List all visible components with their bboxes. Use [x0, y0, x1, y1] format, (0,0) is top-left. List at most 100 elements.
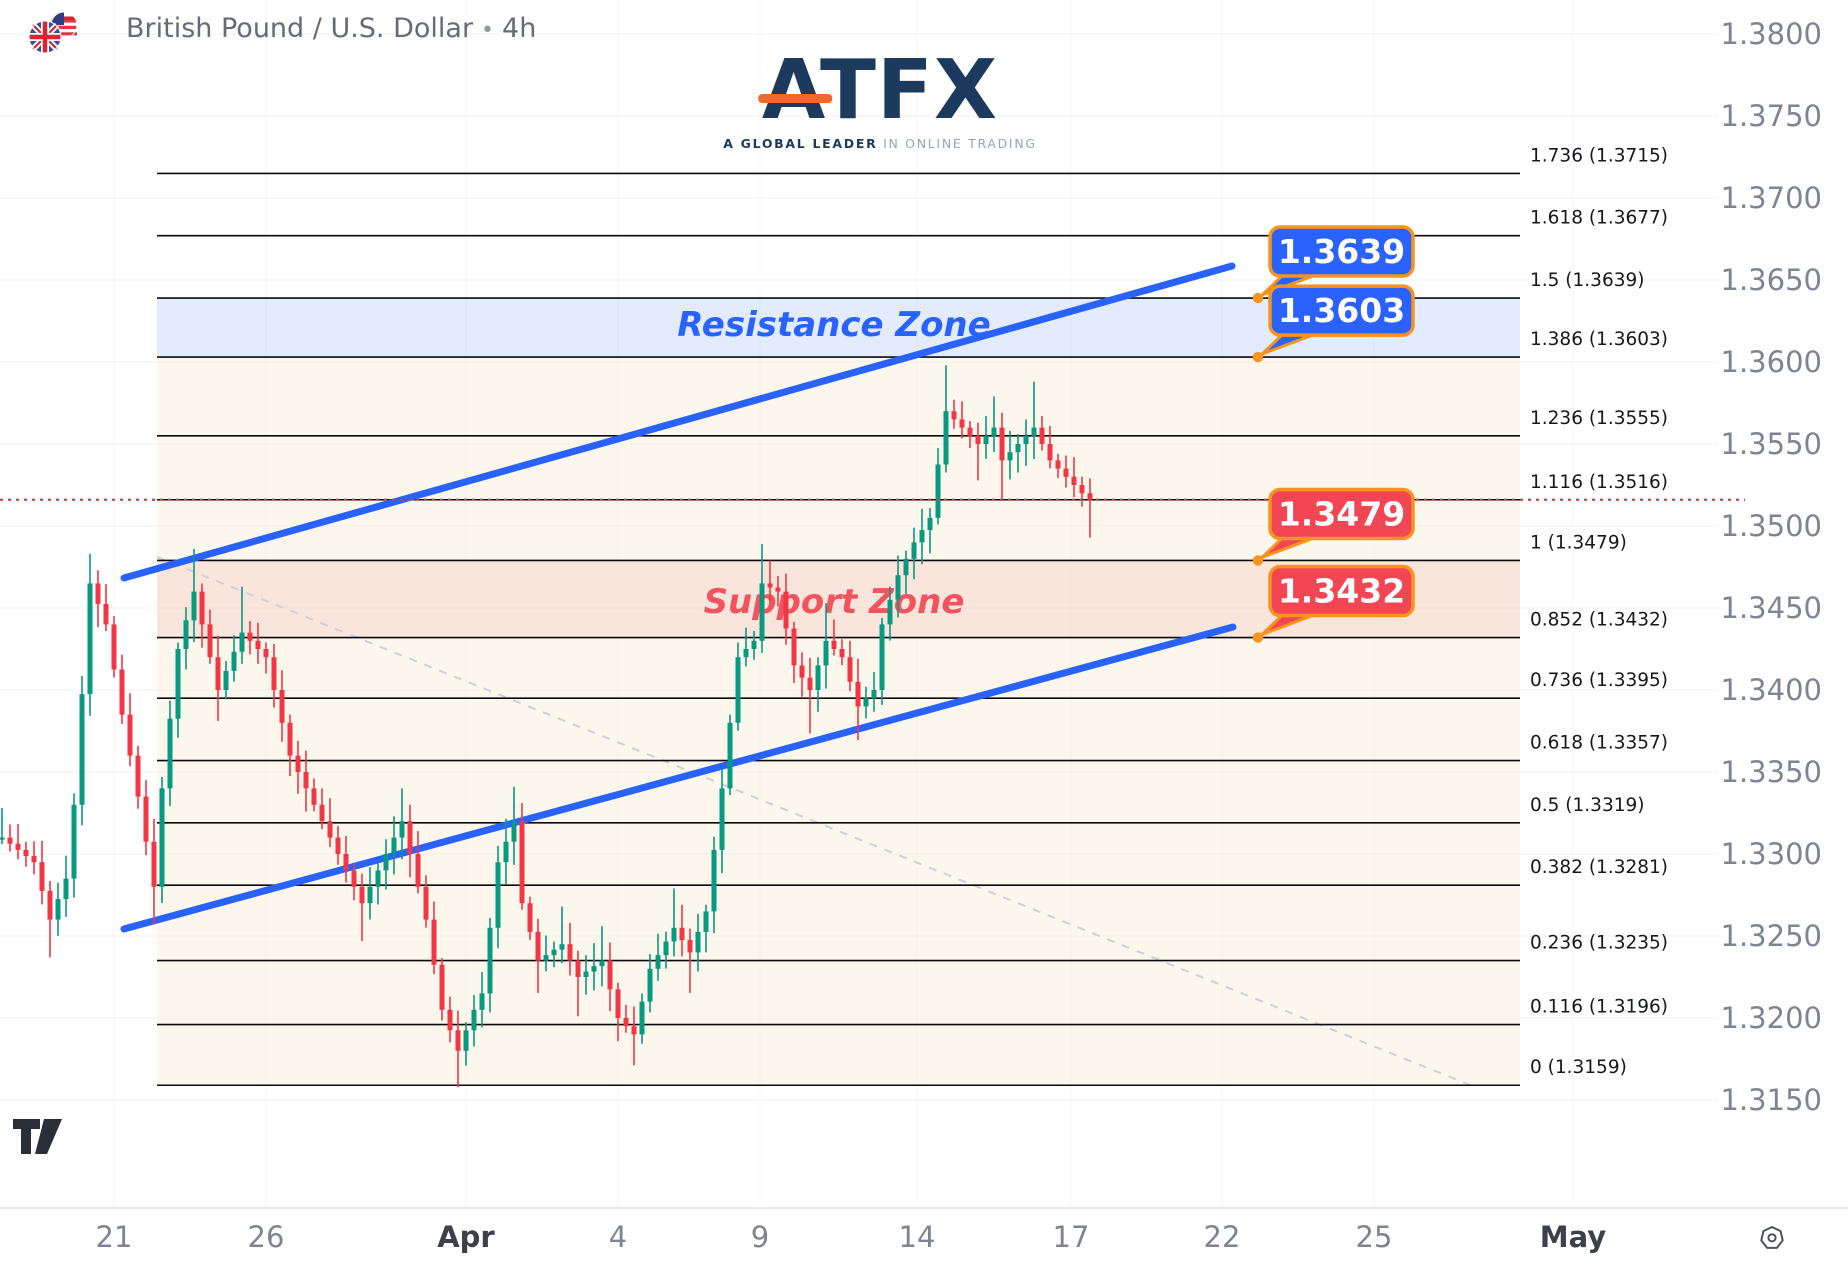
candle-body[interactable]	[919, 530, 925, 543]
candle-body[interactable]	[431, 919, 437, 965]
candle-body[interactable]	[695, 931, 701, 953]
candle-body[interactable]	[479, 993, 485, 1010]
gear-icon[interactable]	[1757, 1223, 1787, 1253]
candle-body[interactable]	[799, 665, 805, 678]
candle-body[interactable]	[159, 788, 165, 887]
candle-body[interactable]	[1087, 493, 1093, 500]
candle-body[interactable]	[575, 960, 581, 977]
candle-body[interactable]	[311, 788, 317, 805]
candle-body[interactable]	[775, 587, 781, 592]
candle-body[interactable]	[455, 1030, 461, 1051]
price-tick[interactable]: 1.3300	[1721, 837, 1822, 871]
candle-body[interactable]	[463, 1030, 469, 1051]
candle-body[interactable]	[367, 886, 373, 904]
candle-body[interactable]	[623, 1018, 629, 1027]
price-tick[interactable]: 1.3350	[1721, 755, 1822, 789]
candle-body[interactable]	[271, 657, 277, 690]
candle-body[interactable]	[63, 878, 69, 900]
candle-body[interactable]	[31, 856, 37, 863]
candle-body[interactable]	[0, 837, 5, 840]
candle-body[interactable]	[143, 796, 149, 842]
candle-body[interactable]	[167, 718, 173, 789]
candle-body[interactable]	[879, 624, 885, 690]
candle-body[interactable]	[407, 821, 413, 854]
price-tick[interactable]: 1.3150	[1721, 1083, 1822, 1117]
price-tick[interactable]: 1.3550	[1721, 427, 1822, 461]
bubble-anchor-dot[interactable]	[1252, 632, 1264, 643]
candle-body[interactable]	[807, 677, 813, 690]
price-tick[interactable]: 1.3700	[1721, 181, 1822, 215]
candle-body[interactable]	[863, 698, 869, 707]
candle-body[interactable]	[151, 841, 157, 887]
candle-body[interactable]	[255, 640, 261, 649]
candle-body[interactable]	[71, 804, 77, 879]
symbol-name[interactable]: British Pound / U.S. Dollar	[126, 13, 474, 44]
candle-body[interactable]	[887, 599, 893, 625]
candle-body[interactable]	[103, 603, 109, 625]
candle-body[interactable]	[1007, 452, 1013, 461]
candle-body[interactable]	[543, 955, 549, 961]
candle-body[interactable]	[903, 558, 909, 576]
candle-body[interactable]	[375, 870, 381, 887]
candle-body[interactable]	[943, 411, 949, 465]
candle-body[interactable]	[1055, 460, 1061, 469]
price-tick[interactable]: 1.3250	[1721, 919, 1822, 953]
candle-body[interactable]	[599, 960, 605, 967]
candle-body[interactable]	[343, 854, 349, 871]
candle-body[interactable]	[607, 960, 613, 990]
interval-label[interactable]: 4h	[502, 13, 537, 44]
candle-body[interactable]	[767, 583, 773, 588]
candle-body[interactable]	[751, 640, 757, 649]
price-tick[interactable]: 1.3200	[1721, 1001, 1822, 1035]
candle-body[interactable]	[527, 903, 533, 932]
candle-body[interactable]	[391, 837, 397, 854]
price-tick[interactable]: 1.3400	[1721, 673, 1822, 707]
candle-body[interactable]	[215, 657, 221, 690]
candle-body[interactable]	[727, 722, 733, 789]
time-tick[interactable]: Apr	[437, 1220, 495, 1254]
time-tick[interactable]: 25	[1356, 1220, 1393, 1254]
price-tick[interactable]: 1.3650	[1721, 263, 1822, 297]
candle-body[interactable]	[847, 657, 853, 682]
candle-body[interactable]	[711, 849, 717, 912]
candle-body[interactable]	[127, 714, 133, 756]
bubble-box[interactable]	[1268, 225, 1415, 278]
price-tick[interactable]: 1.3600	[1721, 345, 1822, 379]
candle-body[interactable]	[119, 669, 125, 715]
price-bubble[interactable]: 1.3479	[1252, 487, 1415, 566]
candle-body[interactable]	[583, 971, 589, 977]
bubble-price-text[interactable]: 1.3639	[1278, 232, 1405, 271]
candle-body[interactable]	[663, 941, 669, 956]
time-tick[interactable]: 9	[751, 1220, 769, 1254]
tradingview-logo[interactable]	[12, 1118, 64, 1156]
candle-body[interactable]	[967, 427, 973, 436]
candle-body[interactable]	[111, 624, 117, 670]
time-tick[interactable]: 4	[609, 1220, 627, 1254]
bubble-box[interactable]	[1268, 564, 1415, 618]
bubble-anchor-dot[interactable]	[1252, 292, 1264, 304]
candle-body[interactable]	[79, 694, 85, 805]
candle-body[interactable]	[423, 886, 429, 920]
candle-body[interactable]	[495, 862, 501, 928]
candle-body[interactable]	[975, 435, 981, 444]
candle-body[interactable]	[951, 411, 957, 420]
candle-body[interactable]	[1023, 435, 1029, 444]
candle-body[interactable]	[39, 862, 45, 891]
price-bubble[interactable]: 1.3603	[1252, 284, 1415, 363]
candle-body[interactable]	[1063, 468, 1069, 477]
candle-body[interactable]	[55, 899, 61, 920]
candle-body[interactable]	[815, 665, 821, 690]
candle-body[interactable]	[511, 821, 517, 842]
candle-body[interactable]	[535, 931, 541, 961]
fib-baseline-dashed[interactable]	[156, 556, 1476, 1088]
candle-body[interactable]	[487, 927, 493, 994]
candle-body[interactable]	[1015, 444, 1021, 453]
time-tick[interactable]: 26	[248, 1220, 285, 1254]
candle-body[interactable]	[351, 870, 357, 887]
time-tick[interactable]: 14	[899, 1220, 936, 1254]
candle-body[interactable]	[551, 949, 557, 956]
candle-body[interactable]	[87, 583, 93, 695]
candle-body[interactable]	[935, 464, 941, 518]
candle-body[interactable]	[615, 989, 621, 1018]
candle-body[interactable]	[927, 517, 933, 531]
